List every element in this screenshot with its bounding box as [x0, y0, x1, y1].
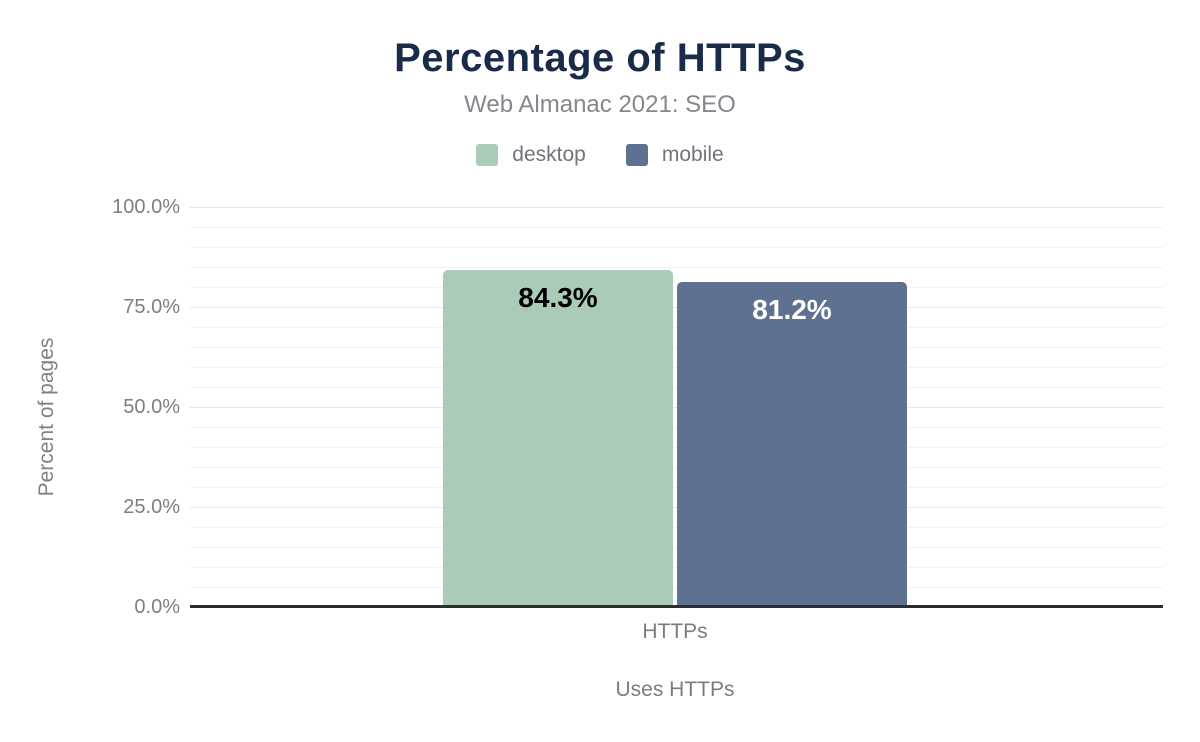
bar-mobile: 81.2%: [677, 282, 907, 607]
gridline: [190, 307, 1163, 308]
chart-title: Percentage of HTTPs: [394, 36, 806, 80]
bar-value-label-desktop: 84.3%: [518, 281, 598, 313]
gridline: [190, 247, 1163, 248]
bar-value-label-mobile: 81.2%: [752, 294, 832, 326]
legend: desktop mobile: [0, 143, 1200, 167]
plot-area: 84.3% 81.2%: [190, 207, 1163, 608]
gridline: [190, 427, 1163, 428]
gridline: [190, 547, 1163, 548]
x-axis-title: Uses HTTPs: [615, 678, 735, 701]
gridline: [190, 207, 1163, 208]
y-tick-label: 25.0%: [123, 496, 180, 518]
gridline: [190, 387, 1163, 388]
y-tick-label: 75.0%: [123, 296, 180, 318]
legend-item-desktop: desktop: [476, 143, 586, 167]
gridline: [190, 467, 1163, 468]
y-tick-label: 100.0%: [112, 196, 180, 218]
gridline: [190, 587, 1163, 588]
y-tick-label: 50.0%: [123, 396, 180, 418]
legend-swatch-mobile: [625, 144, 648, 166]
x-axis-line: [190, 605, 1163, 608]
gridline: [190, 347, 1163, 348]
chart-subtitle: Web Almanac 2021: SEO: [464, 91, 736, 118]
gridline: [190, 527, 1163, 528]
legend-swatch-desktop: [476, 144, 499, 166]
legend-label: desktop: [512, 143, 586, 166]
gridline: [190, 447, 1163, 448]
gridline: [190, 327, 1163, 328]
legend-label: mobile: [661, 143, 724, 166]
gridline: [190, 367, 1163, 368]
gridline: [190, 267, 1163, 268]
gridline: [190, 287, 1163, 288]
gridline: [190, 487, 1163, 488]
bar-desktop: 84.3%: [443, 269, 673, 607]
y-tick-label: 0.0%: [134, 596, 180, 618]
x-tick-label: HTTPs: [642, 620, 708, 643]
gridline: [190, 407, 1163, 408]
legend-item-mobile: mobile: [625, 143, 724, 167]
gridline: [190, 567, 1163, 568]
gridline: [190, 507, 1163, 508]
gridline: [190, 227, 1163, 228]
